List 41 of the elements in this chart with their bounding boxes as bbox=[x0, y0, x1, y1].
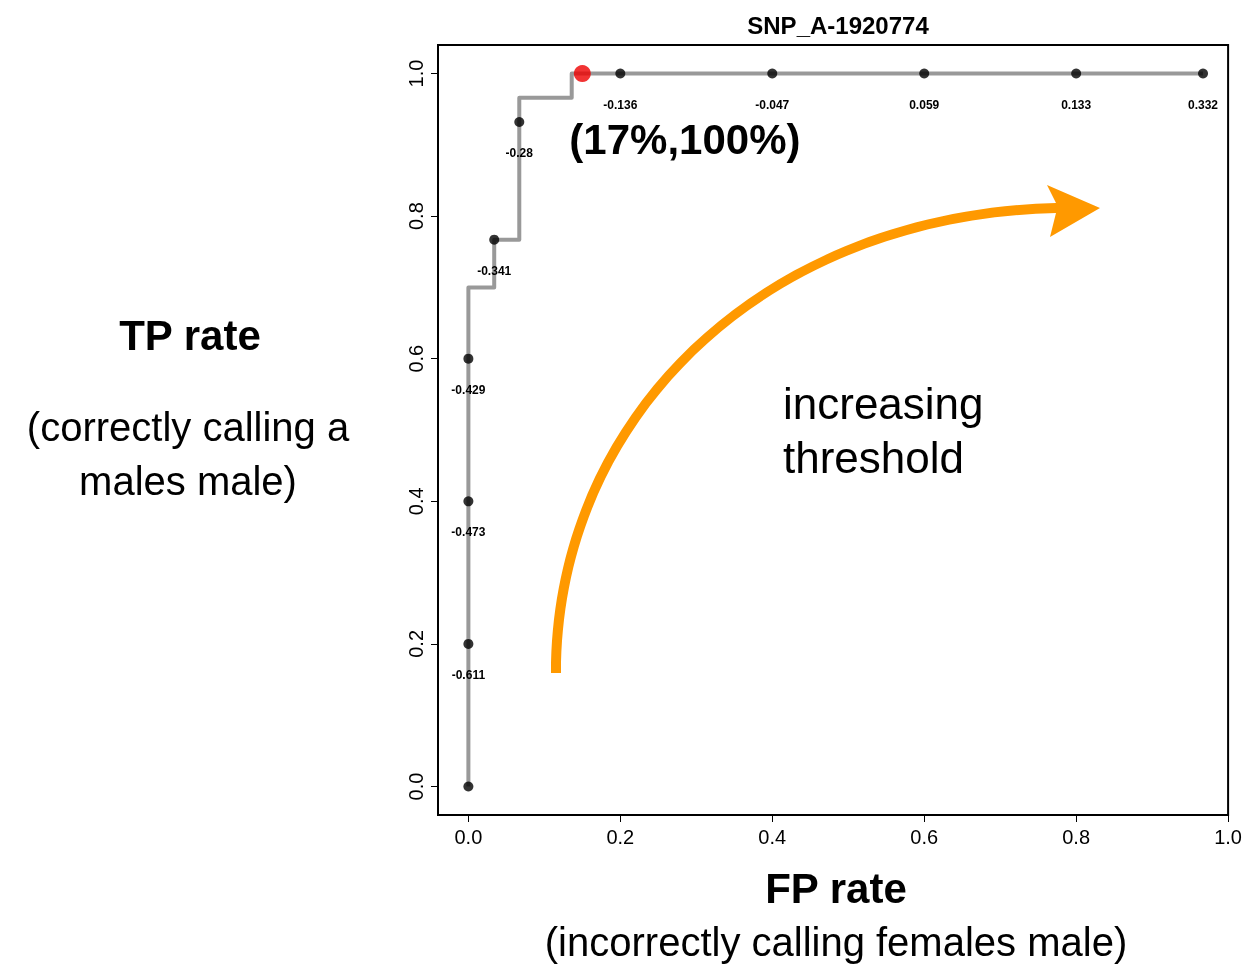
point bbox=[919, 68, 930, 79]
annotation: -0.28 bbox=[505, 146, 534, 160]
text: (incorrectly calling females male) bbox=[543, 920, 1129, 965]
text: (correctly calling a males male) bbox=[25, 404, 351, 505]
annotation: -0.473 bbox=[451, 525, 486, 540]
x-tick-label: 0.0 bbox=[454, 826, 483, 848]
annotation: -0.429 bbox=[451, 382, 486, 397]
x-tick-label: 0.4 bbox=[758, 826, 787, 848]
annotation: -0.136 bbox=[603, 97, 638, 112]
point bbox=[767, 68, 778, 79]
annotation: increasing threshold bbox=[783, 378, 985, 484]
chart-title: SNP_A-1920774 bbox=[747, 11, 930, 39]
point bbox=[514, 117, 525, 127]
annotation: -0.047 bbox=[755, 97, 790, 112]
annotation: -0.611 bbox=[451, 667, 486, 682]
point bbox=[463, 781, 474, 792]
point bbox=[573, 65, 591, 83]
x-tick-label: 0.2 bbox=[606, 826, 635, 848]
y-tick-label: 0.6 bbox=[405, 344, 427, 373]
y-tick-label: 1.0 bbox=[405, 59, 427, 88]
y-tick-label: 0.8 bbox=[405, 202, 427, 231]
point bbox=[489, 234, 500, 245]
y-tick-label: 0.4 bbox=[405, 487, 427, 516]
x-axis-title: FP rate bbox=[764, 865, 908, 913]
point bbox=[463, 638, 474, 649]
annotation: 0.133 bbox=[1061, 97, 1092, 112]
x-tick-label: 0.6 bbox=[910, 826, 939, 848]
point bbox=[1071, 68, 1082, 79]
annotation: (17%,100%) bbox=[569, 116, 801, 164]
y-tick-label: 0.0 bbox=[405, 772, 427, 801]
annotation: 0.059 bbox=[909, 97, 940, 112]
annotation: -0.341 bbox=[477, 263, 512, 278]
x-tick-label: 0.8 bbox=[1062, 826, 1091, 848]
x-tick-label: 1.0 bbox=[1214, 826, 1242, 848]
annotation: 0.332 bbox=[1188, 97, 1219, 112]
point bbox=[463, 496, 474, 507]
point bbox=[463, 353, 474, 364]
y-axis-title: TP rate bbox=[118, 312, 262, 360]
y-tick-label: 0.2 bbox=[405, 629, 427, 658]
point bbox=[615, 68, 626, 79]
point bbox=[1198, 68, 1209, 79]
